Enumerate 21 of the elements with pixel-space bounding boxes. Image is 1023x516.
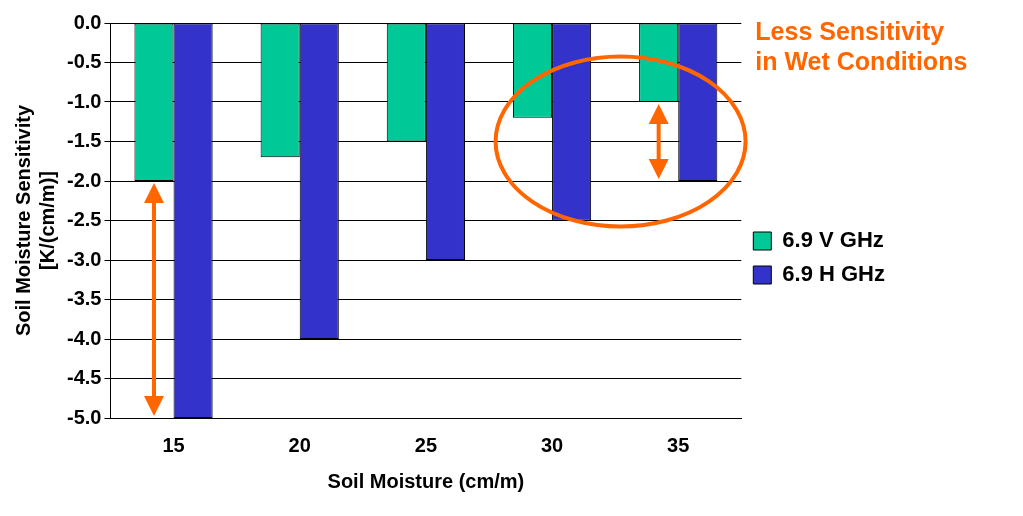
x-axis-title: Soil Moisture (cm/m) bbox=[327, 469, 525, 492]
x-tick-label: 15 bbox=[162, 433, 185, 456]
y-tick-label: -4.5 bbox=[66, 366, 102, 389]
y-tick-label: -0.5 bbox=[66, 50, 102, 73]
text: Less Sensitivity in Wet Conditions bbox=[755, 16, 968, 76]
y-tick-label: -3.5 bbox=[66, 287, 102, 310]
x-tick-label: 35 bbox=[667, 433, 690, 456]
y-tick-label: -3.0 bbox=[66, 247, 102, 270]
x-tick-label: 25 bbox=[414, 433, 438, 456]
y-tick-label: 0.0 bbox=[73, 10, 102, 33]
y-tick-label: -1.5 bbox=[66, 129, 102, 152]
x-tick-label: 20 bbox=[288, 433, 311, 456]
y-tick-label: -2.5 bbox=[66, 208, 102, 231]
legend-label: 6.9 H GHz bbox=[782, 261, 886, 287]
y-axis-title: Soil Moisture Sensitivity [K/(cm/m)] bbox=[11, 104, 58, 337]
legend-label: 6.9 V GHz bbox=[782, 227, 884, 253]
y-tick-label: -1.0 bbox=[66, 89, 102, 112]
y-tick-label: -2.0 bbox=[66, 168, 102, 191]
y-tick-label: -4.0 bbox=[66, 326, 102, 349]
y-tick-label: -5.0 bbox=[66, 405, 102, 428]
x-tick-label: 30 bbox=[540, 433, 564, 456]
